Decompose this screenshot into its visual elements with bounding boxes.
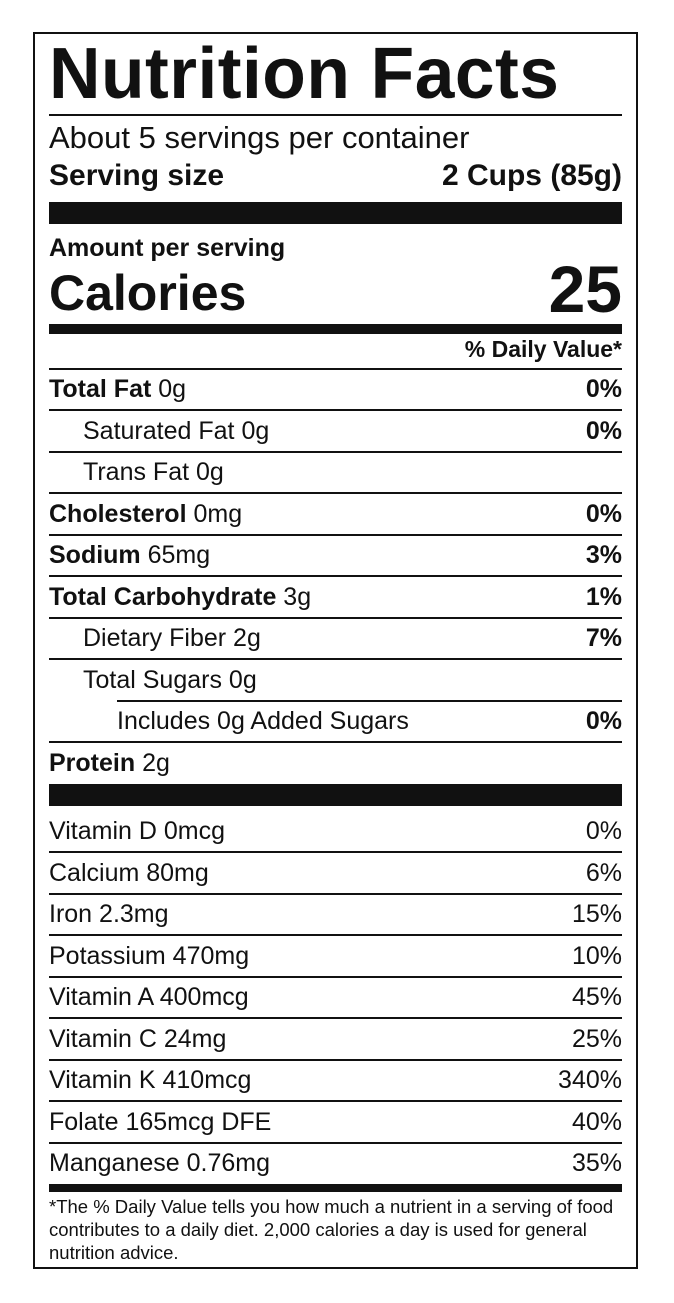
vitamin-name: Potassium 470mg xyxy=(49,942,250,970)
nutrient-name: Total Sugars 0g xyxy=(83,666,257,694)
thick-divider xyxy=(49,784,622,806)
divider xyxy=(117,700,622,702)
vitamin-row-potassium: Potassium 470mg 10% xyxy=(49,936,622,977)
divider xyxy=(49,1017,622,1019)
nutrient-row-total-sugars: Total Sugars 0g xyxy=(49,660,622,701)
vitamin-daily-value: 35% xyxy=(571,1149,622,1177)
nutrient-row-trans-fat: Trans Fat 0g xyxy=(49,452,622,493)
nutrient-row-dietary-fiber: Dietary Fiber 2g 7% xyxy=(49,618,622,659)
vitamin-name: Vitamin K 410mcg xyxy=(49,1066,252,1094)
nutrient-row-protein: Protein 2g xyxy=(49,743,622,784)
servings-per-container: About 5 servings per container xyxy=(49,120,470,155)
divider xyxy=(49,1142,622,1144)
divider xyxy=(49,451,622,453)
nutrient-daily-value: 0% xyxy=(585,707,622,735)
vitamin-row-vitamin-d: Vitamin D 0mcg 0% xyxy=(49,811,622,852)
calories-label: Calories xyxy=(49,265,247,321)
divider xyxy=(49,893,622,895)
divider xyxy=(49,368,622,370)
medium-divider xyxy=(49,324,622,334)
divider xyxy=(49,1100,622,1102)
nutrient-name: Sodium 65mg xyxy=(49,541,211,569)
vitamin-name: Vitamin A 400mcg xyxy=(49,983,249,1011)
nutrient-daily-value: 7% xyxy=(585,624,622,652)
vitamin-name: Vitamin C 24mg xyxy=(49,1025,227,1053)
vitamin-row-calcium: Calcium 80mg 6% xyxy=(49,853,622,894)
vitamin-row-vitamin-c: Vitamin C 24mg 25% xyxy=(49,1019,622,1060)
vitamin-name: Folate 165mcg DFE xyxy=(49,1108,272,1136)
label-title: Nutrition Facts xyxy=(49,34,560,114)
vitamin-daily-value: 25% xyxy=(571,1025,622,1053)
nutrient-name: Total Carbohydrate 3g xyxy=(49,583,312,611)
nutrient-name: Cholesterol 0mg xyxy=(49,500,243,528)
vitamin-row-vitamin-k: Vitamin K 410mcg 340% xyxy=(49,1060,622,1101)
divider xyxy=(49,851,622,853)
divider xyxy=(49,976,622,978)
nutrient-daily-value: 0% xyxy=(585,375,622,403)
nutrient-daily-value: 0% xyxy=(585,500,622,528)
vitamin-daily-value: 40% xyxy=(571,1108,622,1136)
divider xyxy=(49,575,622,577)
serving-size-value: 2 Cups (85g) xyxy=(441,159,622,192)
vitamin-name: Iron 2.3mg xyxy=(49,900,169,928)
vitamin-name: Vitamin D 0mcg xyxy=(49,817,226,845)
thick-divider xyxy=(49,202,622,224)
amount-per-serving: Amount per serving xyxy=(49,234,286,262)
vitamin-row-vitamin-a: Vitamin A 400mcg 45% xyxy=(49,977,622,1018)
nutrient-name: Protein 2g xyxy=(49,749,170,777)
vitamin-daily-value: 340% xyxy=(558,1066,622,1094)
nutrient-daily-value: 3% xyxy=(585,541,622,569)
divider xyxy=(49,617,622,619)
nutrient-name: Trans Fat 0g xyxy=(83,458,224,486)
daily-value-header: % Daily Value* xyxy=(464,336,622,362)
nutrient-row-cholesterol: Cholesterol 0mg 0% xyxy=(49,494,622,535)
divider xyxy=(49,409,622,411)
divider xyxy=(49,741,622,743)
medium-divider xyxy=(49,1184,622,1192)
nutrient-daily-value: 1% xyxy=(585,583,622,611)
serving-size-row: Serving size 2 Cups (85g) xyxy=(49,160,622,192)
nutrient-row-total-fat: Total Fat 0g 0% xyxy=(49,369,622,410)
nutrient-name: Includes 0g Added Sugars xyxy=(117,707,409,735)
divider xyxy=(49,934,622,936)
vitamin-name: Calcium 80mg xyxy=(49,859,209,887)
nutrient-row-saturated-fat: Saturated Fat 0g 0% xyxy=(49,411,622,452)
vitamin-name: Manganese 0.76mg xyxy=(49,1149,270,1177)
nutrient-daily-value: 0% xyxy=(585,417,622,445)
vitamin-row-manganese: Manganese 0.76mg 35% xyxy=(49,1143,622,1184)
nutrient-name: Saturated Fat 0g xyxy=(83,417,270,445)
serving-size-label: Serving size xyxy=(49,159,225,192)
divider xyxy=(49,1059,622,1061)
vitamin-daily-value: 10% xyxy=(571,942,622,970)
nutrient-name: Total Fat 0g xyxy=(49,375,187,403)
divider xyxy=(49,658,622,660)
divider xyxy=(49,534,622,536)
divider xyxy=(49,114,622,116)
nutrient-row-added-sugars: Includes 0g Added Sugars 0% xyxy=(49,701,622,742)
vitamin-daily-value: 6% xyxy=(585,859,622,887)
nutrient-row-total-carbohydrate: Total Carbohydrate 3g 1% xyxy=(49,577,622,618)
vitamin-daily-value: 0% xyxy=(585,817,622,845)
calories-value: 25 xyxy=(548,252,622,326)
calories-row: Calories 25 xyxy=(49,256,622,322)
divider xyxy=(49,492,622,494)
vitamin-row-folate: Folate 165mcg DFE 40% xyxy=(49,1102,622,1143)
vitamin-daily-value: 15% xyxy=(571,900,622,928)
daily-value-footnote: *The % Daily Value tells you how much a … xyxy=(49,1196,614,1263)
nutrition-facts-label: Nutrition Facts About 5 servings per con… xyxy=(33,32,638,1269)
vitamin-row-iron: Iron 2.3mg 15% xyxy=(49,894,622,935)
nutrient-name: Dietary Fiber 2g xyxy=(83,624,261,652)
vitamin-daily-value: 45% xyxy=(571,983,622,1011)
label-content: Nutrition Facts About 5 servings per con… xyxy=(49,34,622,1267)
nutrient-row-sodium: Sodium 65mg 3% xyxy=(49,535,622,576)
